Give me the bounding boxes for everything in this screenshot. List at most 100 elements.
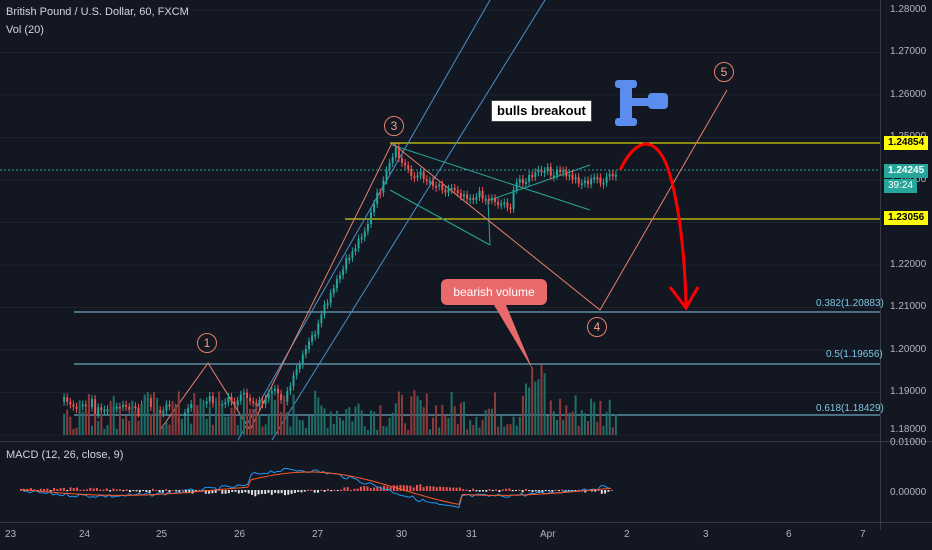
volume-bar xyxy=(388,417,391,435)
volume-bar xyxy=(339,417,341,435)
volume-bar xyxy=(224,416,227,435)
candle-body xyxy=(497,201,500,205)
price-tick: 1.19000 xyxy=(890,386,927,397)
current-price-tag[interactable]: 1.24245 xyxy=(884,164,929,178)
candle-body xyxy=(84,404,87,407)
candle-body xyxy=(323,304,326,315)
volume-bar xyxy=(112,395,115,435)
candle-body xyxy=(280,393,283,401)
wave-label-3[interactable]: 3 xyxy=(384,116,404,136)
macd-hist-bar xyxy=(257,490,260,495)
volume-bar xyxy=(376,429,379,435)
macd-hist-bar xyxy=(429,486,432,491)
volume-bar xyxy=(249,408,252,435)
volume-bar xyxy=(227,416,230,435)
bearish-volume-callout[interactable]: bearish volume xyxy=(441,279,547,305)
macd-hist-bar xyxy=(155,489,158,491)
volume-bar xyxy=(587,421,589,435)
volume-bar xyxy=(407,429,410,435)
candle-body xyxy=(301,354,304,365)
candle-body xyxy=(81,404,84,407)
volume-bar xyxy=(351,421,354,435)
support-price-tag[interactable]: 1.23056 xyxy=(884,211,929,225)
volume-bar xyxy=(614,414,617,435)
volume-bar xyxy=(97,421,100,435)
macd-hist-bar xyxy=(485,490,488,492)
candle-body xyxy=(432,180,434,186)
candle-body xyxy=(450,187,453,190)
volume-bar xyxy=(91,425,93,435)
wave-label-1[interactable]: 1 xyxy=(197,333,217,353)
candle-body xyxy=(317,323,320,335)
macd-hist-bar xyxy=(373,487,376,491)
volume-bar xyxy=(546,415,549,435)
volume-bar xyxy=(382,426,385,435)
candle-body xyxy=(187,407,190,413)
time-tick: 23 xyxy=(5,529,17,540)
macd-hist-bar xyxy=(260,490,263,494)
candle-body xyxy=(286,391,289,402)
candle-body xyxy=(388,162,391,171)
candle-body xyxy=(397,147,400,159)
macd-hist-bar xyxy=(590,490,593,492)
macd-hist-bar xyxy=(402,485,405,491)
volume-bar xyxy=(311,416,314,435)
projection-arrowhead xyxy=(668,286,700,311)
volume-bar xyxy=(447,418,450,435)
candle-body xyxy=(168,404,171,407)
hammer-icon[interactable] xyxy=(613,80,669,128)
volume-bar xyxy=(137,420,140,435)
candle-body xyxy=(100,407,103,411)
macd-hist-bar xyxy=(33,489,36,491)
candle-body xyxy=(345,258,348,270)
macd-hist-bar xyxy=(462,489,465,491)
macd-legend[interactable]: MACD (12, 26, close, 9) xyxy=(6,449,124,461)
macd-hist-bar xyxy=(145,490,148,493)
volume-bar xyxy=(323,408,326,435)
macd-hist-bar xyxy=(465,489,468,491)
volume-bar xyxy=(559,398,562,435)
volume-bar xyxy=(543,373,546,435)
volume-bar xyxy=(583,413,586,435)
resistance-price-tag[interactable]: 1.24854 xyxy=(884,136,929,150)
bulls-breakout-note[interactable]: bulls breakout xyxy=(491,100,592,122)
volume-bar xyxy=(78,400,81,435)
symbol-title[interactable]: British Pound / U.S. Dollar, 60, FXCM xyxy=(6,6,189,18)
candle-body xyxy=(456,190,459,193)
macd-hist-bar xyxy=(346,487,349,491)
candle-body xyxy=(602,182,605,185)
wave-label-5[interactable]: 5 xyxy=(714,62,734,82)
macd-hist-bar xyxy=(363,486,366,491)
macd-hist-bar xyxy=(313,490,316,493)
macd-hist-bar xyxy=(198,489,201,491)
macd-hist-bar xyxy=(188,490,191,494)
volume-bar xyxy=(289,426,292,435)
volume-bar xyxy=(94,413,97,435)
candle-body xyxy=(311,335,314,342)
volume-bar xyxy=(162,426,165,435)
volume-bar xyxy=(261,426,264,435)
time-tick: 2 xyxy=(624,529,630,540)
macd-hist-bar xyxy=(350,489,352,491)
candle-body xyxy=(329,293,332,304)
wave-label-4[interactable]: 4 xyxy=(587,317,607,337)
macd-hist-bar xyxy=(548,490,550,492)
macd-hist-bar xyxy=(241,490,244,494)
macd-hist-bar xyxy=(488,489,491,491)
macd-hist-bar xyxy=(333,489,336,491)
candle-body xyxy=(366,223,369,232)
macd-hist-bar xyxy=(112,488,115,491)
candle-body xyxy=(481,191,484,199)
macd-hist-bar xyxy=(567,490,570,492)
macd-hist-bar xyxy=(270,490,273,495)
macd-hist-bar xyxy=(336,490,339,492)
pane-divider[interactable] xyxy=(0,441,932,442)
volume-bar xyxy=(66,409,69,435)
volume-bar xyxy=(363,426,366,435)
macd-hist-bar xyxy=(432,486,435,491)
macd-hist-bar xyxy=(584,490,587,493)
volume-legend[interactable]: Vol (20) xyxy=(6,24,44,36)
volume-bar xyxy=(490,408,493,435)
